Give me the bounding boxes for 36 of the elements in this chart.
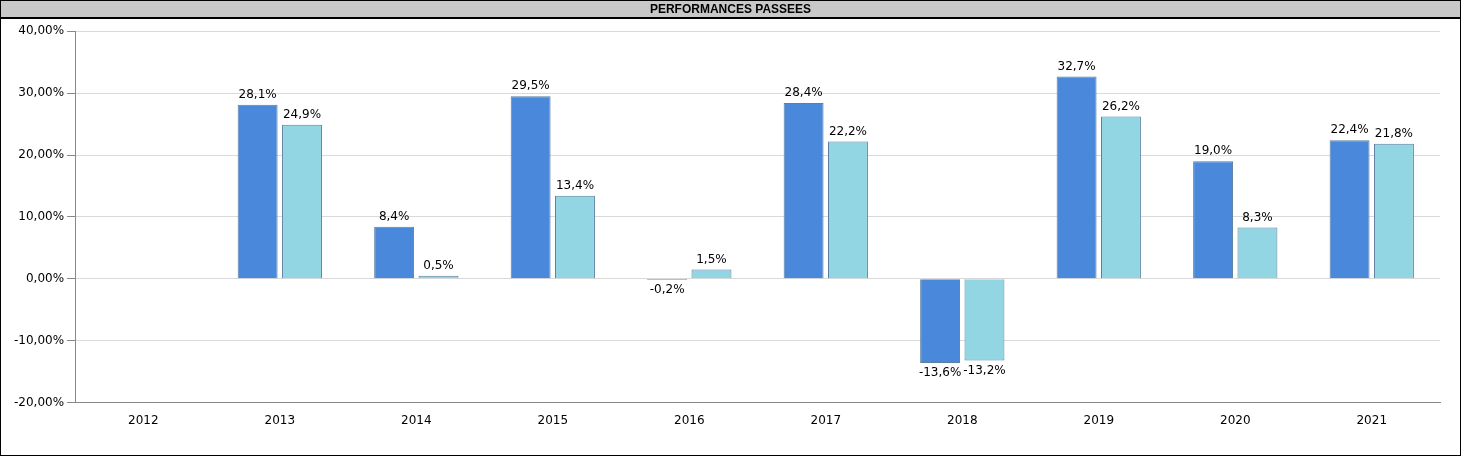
y-tick-label: 40,00% xyxy=(18,23,65,38)
x-tick-label: 2014 xyxy=(401,412,432,427)
data-label: -13,6% xyxy=(918,365,962,380)
data-label: -0,2% xyxy=(649,282,685,297)
chart-title: PERFORMANCES PASSEES xyxy=(1,1,1460,19)
y-tick-label: 0,00% xyxy=(25,270,65,285)
y-tick-label: 20,00% xyxy=(18,147,65,162)
data-label: 22,2% xyxy=(828,123,868,138)
x-tick-label: 2018 xyxy=(947,412,978,427)
x-tick-label: 2016 xyxy=(674,412,705,427)
data-label: 8,4% xyxy=(378,208,410,223)
data-label: 28,4% xyxy=(784,85,823,100)
x-tick-label: 2017 xyxy=(810,412,842,427)
data-label: 0,5% xyxy=(423,257,454,272)
x-tick-label: 2021 xyxy=(1356,412,1388,427)
y-tick-label: -10,00% xyxy=(13,332,65,347)
x-tick-label: 2013 xyxy=(264,412,296,427)
data-label: 28,1% xyxy=(238,86,277,101)
data-label: 24,9% xyxy=(282,106,322,121)
data-label: 13,4% xyxy=(555,177,595,192)
data-label: 22,4% xyxy=(1330,122,1369,137)
data-label: 26,2% xyxy=(1101,98,1141,113)
x-tick-label: 2019 xyxy=(1083,412,1115,427)
x-tick-label: 2020 xyxy=(1219,412,1251,427)
data-label: 29,5% xyxy=(511,78,550,93)
data-label: 21,8% xyxy=(1374,125,1413,140)
x-tick-label: 2015 xyxy=(537,412,569,427)
data-label: 8,3% xyxy=(1242,209,1273,224)
y-tick-label: 30,00% xyxy=(18,85,65,100)
data-label: 19,0% xyxy=(1194,143,1233,158)
y-tick-label: -20,00% xyxy=(13,394,65,409)
x-tick-label: 2012 xyxy=(128,412,159,427)
y-tick-label: 10,00% xyxy=(18,209,65,224)
data-label: 32,7% xyxy=(1057,58,1096,73)
data-label: -13,2% xyxy=(963,362,1006,377)
data-label: 1,5% xyxy=(696,251,727,266)
